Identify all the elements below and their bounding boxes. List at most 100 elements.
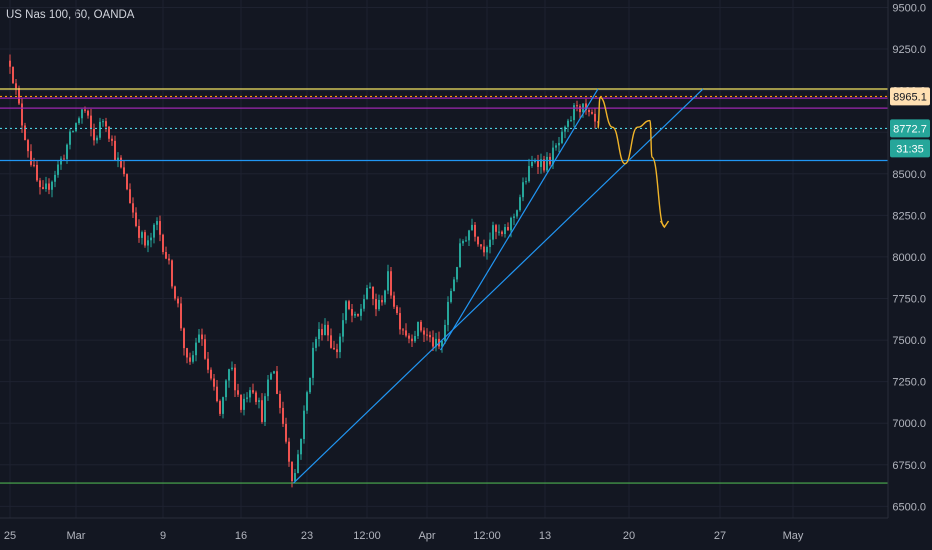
y-tick-label: 6500.0	[892, 501, 926, 513]
y-tick-label: 8500.0	[892, 169, 926, 181]
candle-body	[267, 379, 269, 397]
candle-body	[585, 103, 587, 111]
candle-body	[114, 140, 116, 161]
candle-body	[369, 286, 371, 288]
candle-body	[306, 392, 308, 411]
candle-body	[495, 225, 497, 232]
candle-body	[156, 221, 158, 225]
candle-body	[516, 210, 518, 217]
candle-body	[300, 438, 302, 455]
candle-body	[408, 335, 410, 339]
candle-body	[504, 227, 506, 235]
candle-body	[423, 330, 425, 335]
candle-body	[561, 131, 563, 143]
candle-body	[186, 348, 188, 358]
candle-body	[510, 217, 512, 231]
candle-body	[171, 260, 173, 287]
candle-body	[432, 337, 434, 347]
y-tick-label: 7750.0	[892, 293, 926, 305]
x-tick-label: 20	[623, 530, 635, 542]
candle-body	[147, 240, 149, 246]
candle-body	[66, 144, 68, 159]
candle-body	[489, 239, 491, 247]
candle-body	[366, 287, 368, 300]
y-tick-label: 7250.0	[892, 377, 926, 389]
countdown-tag-bg	[890, 139, 930, 158]
candle-body	[303, 410, 305, 439]
candle-body	[51, 181, 53, 190]
candle-body	[324, 324, 326, 336]
countdown-tag: 31:35	[896, 143, 924, 155]
candle-body	[573, 105, 575, 121]
candle-body	[243, 398, 245, 410]
candle-body	[492, 225, 494, 240]
candle-body	[240, 394, 242, 410]
candle-body	[69, 131, 71, 145]
candle-body	[333, 347, 335, 350]
candle-body	[522, 182, 524, 198]
candles	[9, 54, 599, 488]
candle-body	[24, 125, 26, 141]
candle-body	[318, 329, 320, 340]
candle-body	[399, 313, 401, 330]
y-tick-label: 7500.0	[892, 335, 926, 347]
x-tick-label: Mar	[67, 530, 86, 542]
candle-body	[36, 164, 38, 181]
x-tick-label: 16	[235, 530, 247, 542]
candle-body	[93, 128, 95, 141]
drawings	[0, 88, 888, 484]
candle-body	[102, 121, 104, 123]
candle-body	[138, 226, 140, 238]
candle-body	[9, 60, 11, 67]
candle-body	[441, 341, 443, 347]
x-tick-label: 12:00	[473, 530, 501, 542]
y-tick-label: 6750.0	[892, 460, 926, 472]
candle-body	[297, 454, 299, 474]
candle-body	[414, 336, 416, 342]
candle-body	[45, 183, 47, 190]
candle-body	[405, 330, 407, 336]
candle-body	[546, 156, 548, 171]
candle-body	[60, 158, 62, 165]
candle-body	[552, 147, 554, 165]
candle-body	[354, 313, 356, 316]
candle-body	[564, 126, 566, 132]
candle-body	[144, 232, 146, 246]
candle-body	[117, 157, 119, 161]
candle-body	[255, 392, 257, 402]
last-price-tag: 8772.7	[893, 123, 927, 135]
candle-body	[567, 120, 569, 127]
candle-body	[39, 180, 41, 188]
candle-body	[207, 358, 209, 370]
candle-body	[162, 234, 164, 253]
y-tick-label: 9500.0	[892, 2, 926, 14]
candle-body	[435, 338, 437, 347]
candle-body	[177, 298, 179, 304]
projection-path	[597, 96, 666, 228]
candle-body	[531, 162, 533, 167]
candle-body	[543, 159, 545, 171]
y-tick-label: 7000.0	[892, 418, 926, 430]
candle-body	[222, 397, 224, 414]
candle-body	[204, 339, 206, 359]
candle-body	[213, 378, 215, 387]
candle-body	[351, 309, 353, 316]
candle-body	[471, 224, 473, 231]
candle-body	[345, 301, 347, 321]
candle-body	[126, 174, 128, 190]
last-price-tag-bg	[890, 119, 930, 138]
candle-body	[534, 160, 536, 163]
candle-body	[444, 324, 446, 342]
x-tick-label: 23	[301, 530, 313, 542]
candle-body	[201, 334, 203, 340]
candle-body	[477, 236, 479, 245]
candle-body	[225, 380, 227, 398]
candle-body	[120, 157, 122, 168]
candle-body	[261, 400, 263, 422]
candle-body	[456, 267, 458, 280]
x-tick-label: 12:00	[353, 530, 381, 542]
candle-body	[168, 258, 170, 261]
candle-body	[462, 241, 464, 244]
